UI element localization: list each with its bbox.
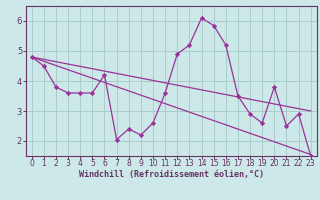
X-axis label: Windchill (Refroidissement éolien,°C): Windchill (Refroidissement éolien,°C) xyxy=(79,170,264,179)
